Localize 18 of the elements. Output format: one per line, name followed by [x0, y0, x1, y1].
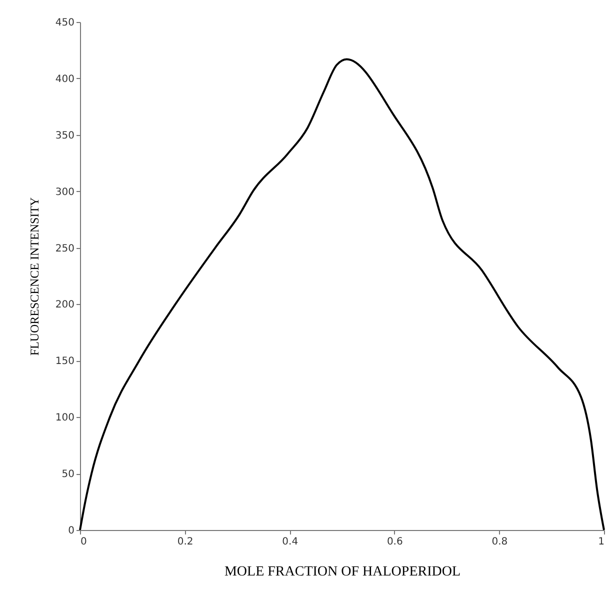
y-tick-label: 100 — [55, 412, 74, 424]
y-tick-label: 200 — [55, 300, 74, 311]
y-tick-label: 400 — [55, 74, 74, 85]
x-tick-label: 1 — [598, 536, 604, 548]
x-axis-title: MOLE FRACTION OF HALOPERIDOL — [224, 564, 461, 580]
y-axis-title: FLUORESCENCE INTENSITY — [27, 197, 42, 356]
y-tick-label: 250 — [55, 243, 74, 254]
x-tick-label: 0.8 — [492, 536, 508, 548]
x-tick-label: 0 — [80, 536, 87, 548]
y-tick-label: 300 — [55, 186, 74, 198]
y-tick-label: 50 — [62, 469, 74, 480]
y-tick-label: 0 — [68, 526, 74, 536]
x-tick-label: 0.2 — [177, 536, 194, 548]
y-tick-label: 150 — [55, 356, 74, 368]
x-tick-label: 0.6 — [386, 536, 403, 548]
y-tick-label: 450 — [55, 18, 74, 28]
x-tick-label: 0.4 — [282, 536, 298, 548]
y-tick-label: 350 — [55, 130, 74, 142]
